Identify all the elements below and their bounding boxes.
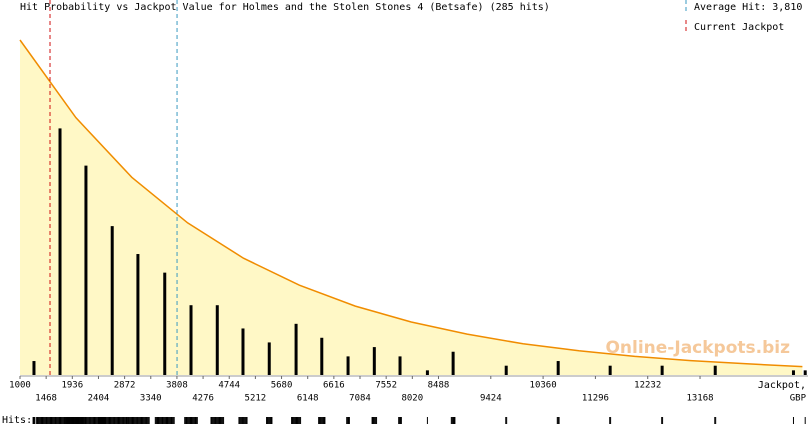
bar bbox=[110, 226, 114, 375]
rug-label: Hits: bbox=[2, 415, 32, 425]
bar bbox=[215, 305, 219, 375]
bar bbox=[346, 356, 350, 375]
bar bbox=[713, 365, 717, 375]
bar bbox=[267, 342, 271, 375]
x-tick-label: 11296 bbox=[582, 394, 609, 404]
bar bbox=[425, 370, 429, 375]
x-tick-label: 12232 bbox=[634, 381, 661, 391]
chart-title: Hit Probability vs Jackpot Value for Hol… bbox=[20, 2, 550, 13]
x-tick-label: 4744 bbox=[218, 381, 240, 391]
curve-area bbox=[20, 40, 803, 375]
x-tick-label: 5680 bbox=[271, 381, 293, 391]
bar bbox=[372, 347, 376, 375]
bar bbox=[556, 361, 560, 375]
bar bbox=[32, 361, 36, 375]
x-tick-label: 3340 bbox=[140, 394, 162, 404]
x-tick-label: 2872 bbox=[114, 381, 136, 391]
x-tick-label: 10360 bbox=[530, 381, 557, 391]
x-tick-label: 6148 bbox=[297, 394, 319, 404]
x-tick-label: 1000 bbox=[9, 381, 31, 391]
bar bbox=[294, 323, 298, 375]
bar bbox=[803, 370, 807, 375]
bar bbox=[398, 356, 402, 375]
x-tick-label: 7552 bbox=[375, 381, 397, 391]
legend-label: Current Jackpot bbox=[694, 22, 784, 33]
bar bbox=[791, 370, 795, 375]
bar bbox=[58, 128, 62, 375]
bar bbox=[320, 337, 324, 375]
x-tick-label: 5212 bbox=[245, 394, 267, 404]
x-tick-label: 2404 bbox=[88, 394, 110, 404]
x-tick-label: 8020 bbox=[401, 394, 423, 404]
bar bbox=[241, 328, 245, 375]
x-tick-label: 1468 bbox=[35, 394, 57, 404]
x-tick-label: 3808 bbox=[166, 381, 188, 391]
bar bbox=[163, 272, 167, 375]
x-tick-label: 8488 bbox=[428, 381, 450, 391]
x-axis-label: Jackpot, bbox=[758, 380, 806, 391]
x-axis-label: GBP bbox=[790, 394, 807, 404]
bar bbox=[189, 305, 193, 375]
bar bbox=[504, 365, 508, 375]
x-tick-label: 9424 bbox=[480, 394, 502, 404]
x-tick-label: 4276 bbox=[192, 394, 214, 404]
x-tick-label: 1936 bbox=[61, 381, 83, 391]
bar bbox=[84, 165, 88, 375]
x-tick-label: 6616 bbox=[323, 381, 345, 391]
bar bbox=[660, 365, 664, 375]
watermark: Online-Jackpots.biz bbox=[605, 338, 790, 358]
legend-label: Average Hit: 3,810 bbox=[694, 2, 802, 13]
bar bbox=[608, 365, 612, 375]
bar bbox=[136, 254, 140, 375]
curve-line bbox=[19, 39, 803, 368]
bar bbox=[451, 351, 455, 375]
x-tick-label: 13168 bbox=[686, 394, 713, 404]
x-tick-label: 7084 bbox=[349, 394, 371, 404]
